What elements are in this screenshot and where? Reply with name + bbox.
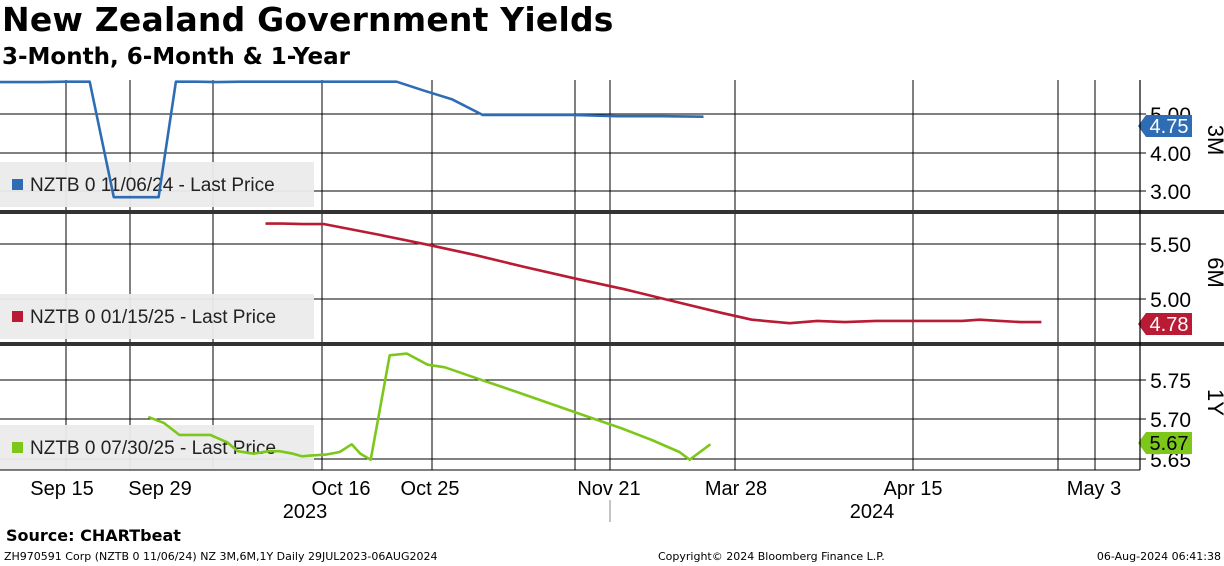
x-tick-label-2: Oct 16 [312,478,371,500]
panel-label-3M: 3M [1203,125,1224,156]
last-value-text-1Y: 5.67 [1150,433,1189,455]
footer-copyright: Copyright© 2024 Bloomberg Finance L.P. [658,550,885,563]
legend-box-1Y [0,425,314,470]
footer-timestamp: 06-Aug-2024 06:41:38 [1096,550,1221,563]
y-tick-label-1Y-1: 5.70 [1150,409,1191,432]
x-tick-label-3: Oct 25 [401,478,460,500]
panel-separator-0 [0,210,1224,214]
last-value-text-6M: 4.78 [1150,314,1189,336]
last-value-tag-1Y [1138,432,1192,454]
x-year-label-1: 2024 [850,501,895,523]
last-value-tag-6M [1138,313,1192,335]
last-value-text-3M: 4.75 [1150,116,1189,138]
panel-label-6M: 6M [1203,257,1224,288]
y-tick-label-6M-1: 5.00 [1150,289,1191,312]
last-value-tag-3M [1138,115,1192,137]
series-line-3M [0,80,704,199]
legend-box-6M [0,294,314,339]
y-tick-label-3M-1: 4.00 [1150,143,1191,166]
footer-ticker-info: ZH970591 Corp (NZTB 0 11/06/24) NZ 3M,6M… [4,550,438,563]
legend-swatch-1Y [12,442,23,453]
x-tick-label-0: Sep 15 [30,478,93,500]
y-tick-label-3M-2: 3.00 [1150,181,1191,204]
legend-swatch-3M [12,179,23,190]
chart-title: New Zealand Government Yields [2,0,614,39]
legend-label-6M: NZTB 0 01/15/25 - Last Price [30,307,276,328]
panel-separator-1 [0,342,1224,346]
y-tick-label-6M-0: 5.50 [1150,234,1191,257]
y-tick-label-1Y-0: 5.75 [1150,370,1191,393]
source-note: Source: CHARTbeat [6,526,181,545]
panel-label-1Y: 1Y [1203,389,1224,416]
x-tick-label-7: May 3 [1067,478,1121,500]
series-line-6M [265,222,1042,325]
legend-label-3M: NZTB 0 11/06/24 - Last Price [30,175,275,196]
x-tick-label-1: Sep 29 [128,478,191,500]
chart-subtitle: 3-Month, 6-Month & 1-Year [2,44,350,70]
legend-swatch-6M [12,311,23,322]
series-line-1Y [147,352,712,462]
x-tick-label-4: Nov 21 [577,478,640,500]
legend-box-3M [0,162,314,207]
legend-label-1Y: NZTB 0 07/30/25 - Last Price [30,438,276,459]
y-tick-label-1Y-2: 5.65 [1150,449,1191,472]
x-year-label-0: 2023 [283,501,328,523]
x-tick-label-5: Mar 28 [705,478,767,500]
x-tick-label-6: Apr 15 [884,478,943,500]
